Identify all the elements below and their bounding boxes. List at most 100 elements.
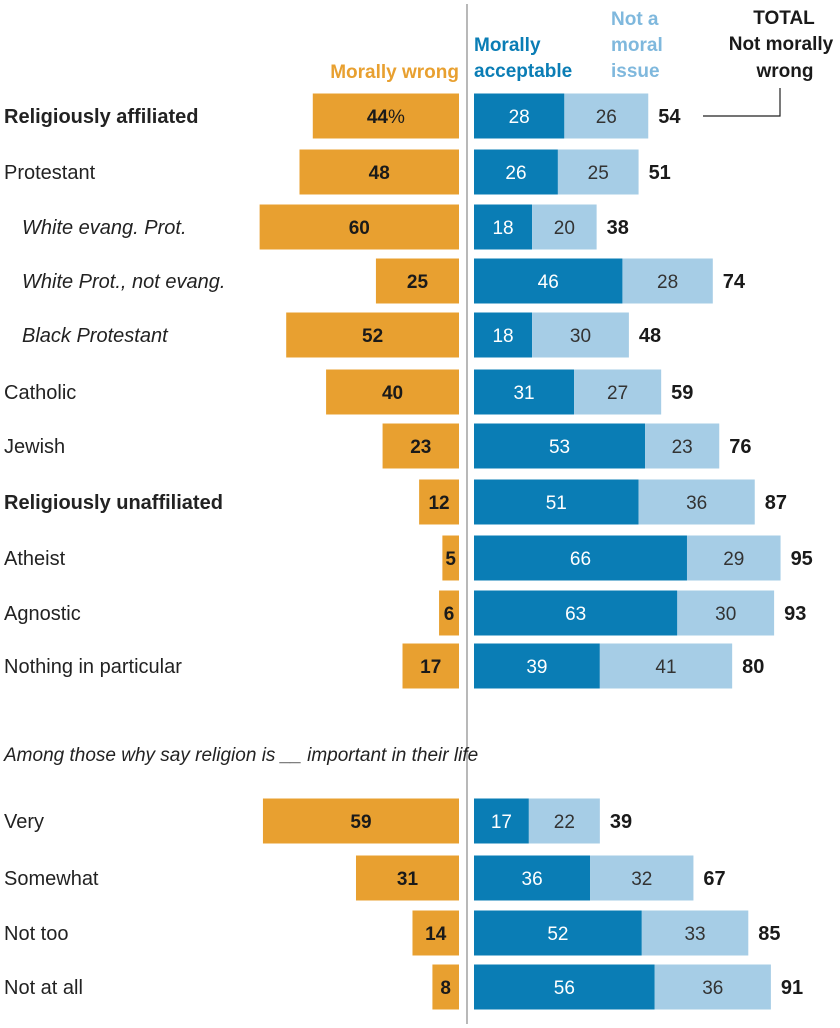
value-morally-acceptable: 52 [547, 924, 568, 945]
bar-not-moral-issue [557, 149, 639, 195]
value-morally-wrong-number: 59 [350, 812, 371, 833]
value-morally-wrong: 25 [407, 272, 429, 293]
value-not-moral-issue: 27 [607, 383, 628, 404]
bar-morally-acceptable [474, 258, 623, 304]
category-label: Not at all [4, 977, 83, 999]
bar-morally-wrong [259, 204, 459, 250]
value-morally-acceptable: 26 [505, 163, 526, 184]
bar-not-moral-issue [574, 369, 662, 415]
bar-not-moral-issue [638, 479, 755, 525]
value-morally-wrong: 6 [444, 604, 455, 625]
category-label: Nothing in particular [4, 656, 182, 678]
value-morally-wrong: 5 [445, 549, 456, 570]
value-morally-wrong: 8 [440, 978, 451, 999]
value-morally-wrong-number: 48 [369, 163, 390, 184]
value-morally-acceptable: 53 [549, 437, 570, 458]
value-morally-wrong-number: 6 [444, 604, 455, 625]
legend-morally-acceptable-line1: Morally [474, 35, 541, 56]
value-morally-wrong: 40 [382, 383, 403, 404]
value-not-moral-issue: 32 [631, 869, 652, 890]
category-label: Jewish [4, 436, 65, 458]
value-not-moral-issue: 28 [657, 272, 678, 293]
bar-morally-wrong [375, 258, 459, 304]
bar-not-moral-issue [590, 855, 694, 901]
bar-morally-wrong [355, 855, 459, 901]
category-label: Somewhat [4, 868, 99, 890]
bar-morally-wrong [312, 93, 459, 139]
bar-morally-acceptable [474, 204, 533, 250]
bar-morally-wrong [412, 910, 459, 956]
value-total-not-morally-wrong: 80 [742, 656, 764, 678]
bar-not-moral-issue [599, 643, 733, 689]
category-label: Atheist [4, 548, 66, 570]
value-morally-wrong-number: 5 [445, 549, 456, 570]
bar-not-moral-issue [641, 910, 749, 956]
legend-not-moral-line3: issue [611, 61, 660, 82]
bar-not-moral-issue [677, 590, 775, 636]
value-total-not-morally-wrong: 87 [765, 492, 787, 514]
legend-total-line1: TOTAL [753, 8, 815, 29]
category-label: Religiously affiliated [4, 106, 198, 128]
value-morally-wrong-number: 17 [420, 657, 441, 678]
bar-morally-acceptable [474, 369, 575, 415]
bar-morally-acceptable [474, 479, 639, 525]
bar-morally-acceptable [474, 590, 678, 636]
value-morally-wrong: 14 [425, 924, 447, 945]
legend-morally-wrong: Morally wrong [330, 62, 459, 83]
bar-morally-acceptable [474, 798, 529, 844]
legend-total-line3: wrong [756, 61, 814, 82]
value-total-not-morally-wrong: 91 [781, 977, 803, 999]
value-morally-acceptable: 66 [570, 549, 591, 570]
bar-not-moral-issue [645, 423, 720, 469]
value-morally-acceptable: 39 [526, 657, 547, 678]
value-not-moral-issue: 29 [723, 549, 744, 570]
section-label-importance: Among those why say religion is __ impor… [3, 745, 478, 766]
legend-morally-acceptable-line2: acceptable [474, 61, 572, 82]
value-morally-wrong-number: 8 [440, 978, 451, 999]
category-label: White evang. Prot. [22, 217, 187, 239]
bar-morally-acceptable [474, 535, 687, 581]
bar-morally-wrong [419, 479, 459, 525]
value-morally-wrong: 44% [367, 107, 405, 128]
value-total-not-morally-wrong: 39 [610, 811, 632, 833]
value-morally-wrong: 48 [369, 163, 390, 184]
value-morally-wrong: 59 [350, 812, 371, 833]
value-morally-wrong-number: 14 [425, 924, 447, 945]
value-morally-acceptable: 17 [491, 812, 512, 833]
category-label: Protestant [4, 162, 96, 184]
bar-morally-wrong [439, 590, 459, 636]
value-morally-wrong: 60 [349, 218, 370, 239]
category-label: Catholic [4, 382, 76, 404]
value-not-moral-issue: 30 [570, 326, 591, 347]
bar-morally-acceptable [474, 149, 558, 195]
value-morally-acceptable: 28 [509, 107, 530, 128]
bar-morally-acceptable [474, 93, 565, 139]
value-not-moral-issue: 30 [715, 604, 736, 625]
bar-morally-wrong [402, 643, 459, 689]
value-total-not-morally-wrong: 95 [791, 548, 813, 570]
value-not-moral-issue: 41 [655, 657, 676, 678]
value-total-not-morally-wrong: 51 [649, 162, 671, 184]
value-total-not-morally-wrong: 93 [784, 603, 806, 625]
bar-morally-wrong [442, 535, 459, 581]
bar-not-moral-issue [654, 964, 771, 1010]
bar-morally-wrong [286, 312, 459, 358]
value-morally-acceptable: 46 [538, 272, 559, 293]
value-morally-wrong: 17 [420, 657, 441, 678]
value-not-moral-issue: 26 [596, 107, 617, 128]
value-morally-acceptable: 31 [513, 383, 534, 404]
value-morally-wrong: 31 [397, 869, 419, 890]
bar-morally-acceptable [474, 964, 655, 1010]
value-morally-acceptable: 56 [554, 978, 575, 999]
value-morally-wrong-number: 31 [397, 869, 419, 890]
bar-morally-wrong [262, 798, 459, 844]
value-morally-wrong-number: 44 [367, 107, 389, 128]
legend-not-moral-line2: moral [611, 35, 663, 56]
bar-not-moral-issue [564, 93, 649, 139]
bar-not-moral-issue [622, 258, 713, 304]
value-morally-wrong: 12 [428, 493, 449, 514]
legend-not-moral-line1: Not a [611, 9, 659, 30]
value-not-moral-issue: 36 [702, 978, 723, 999]
value-total-not-morally-wrong: 38 [607, 217, 629, 239]
